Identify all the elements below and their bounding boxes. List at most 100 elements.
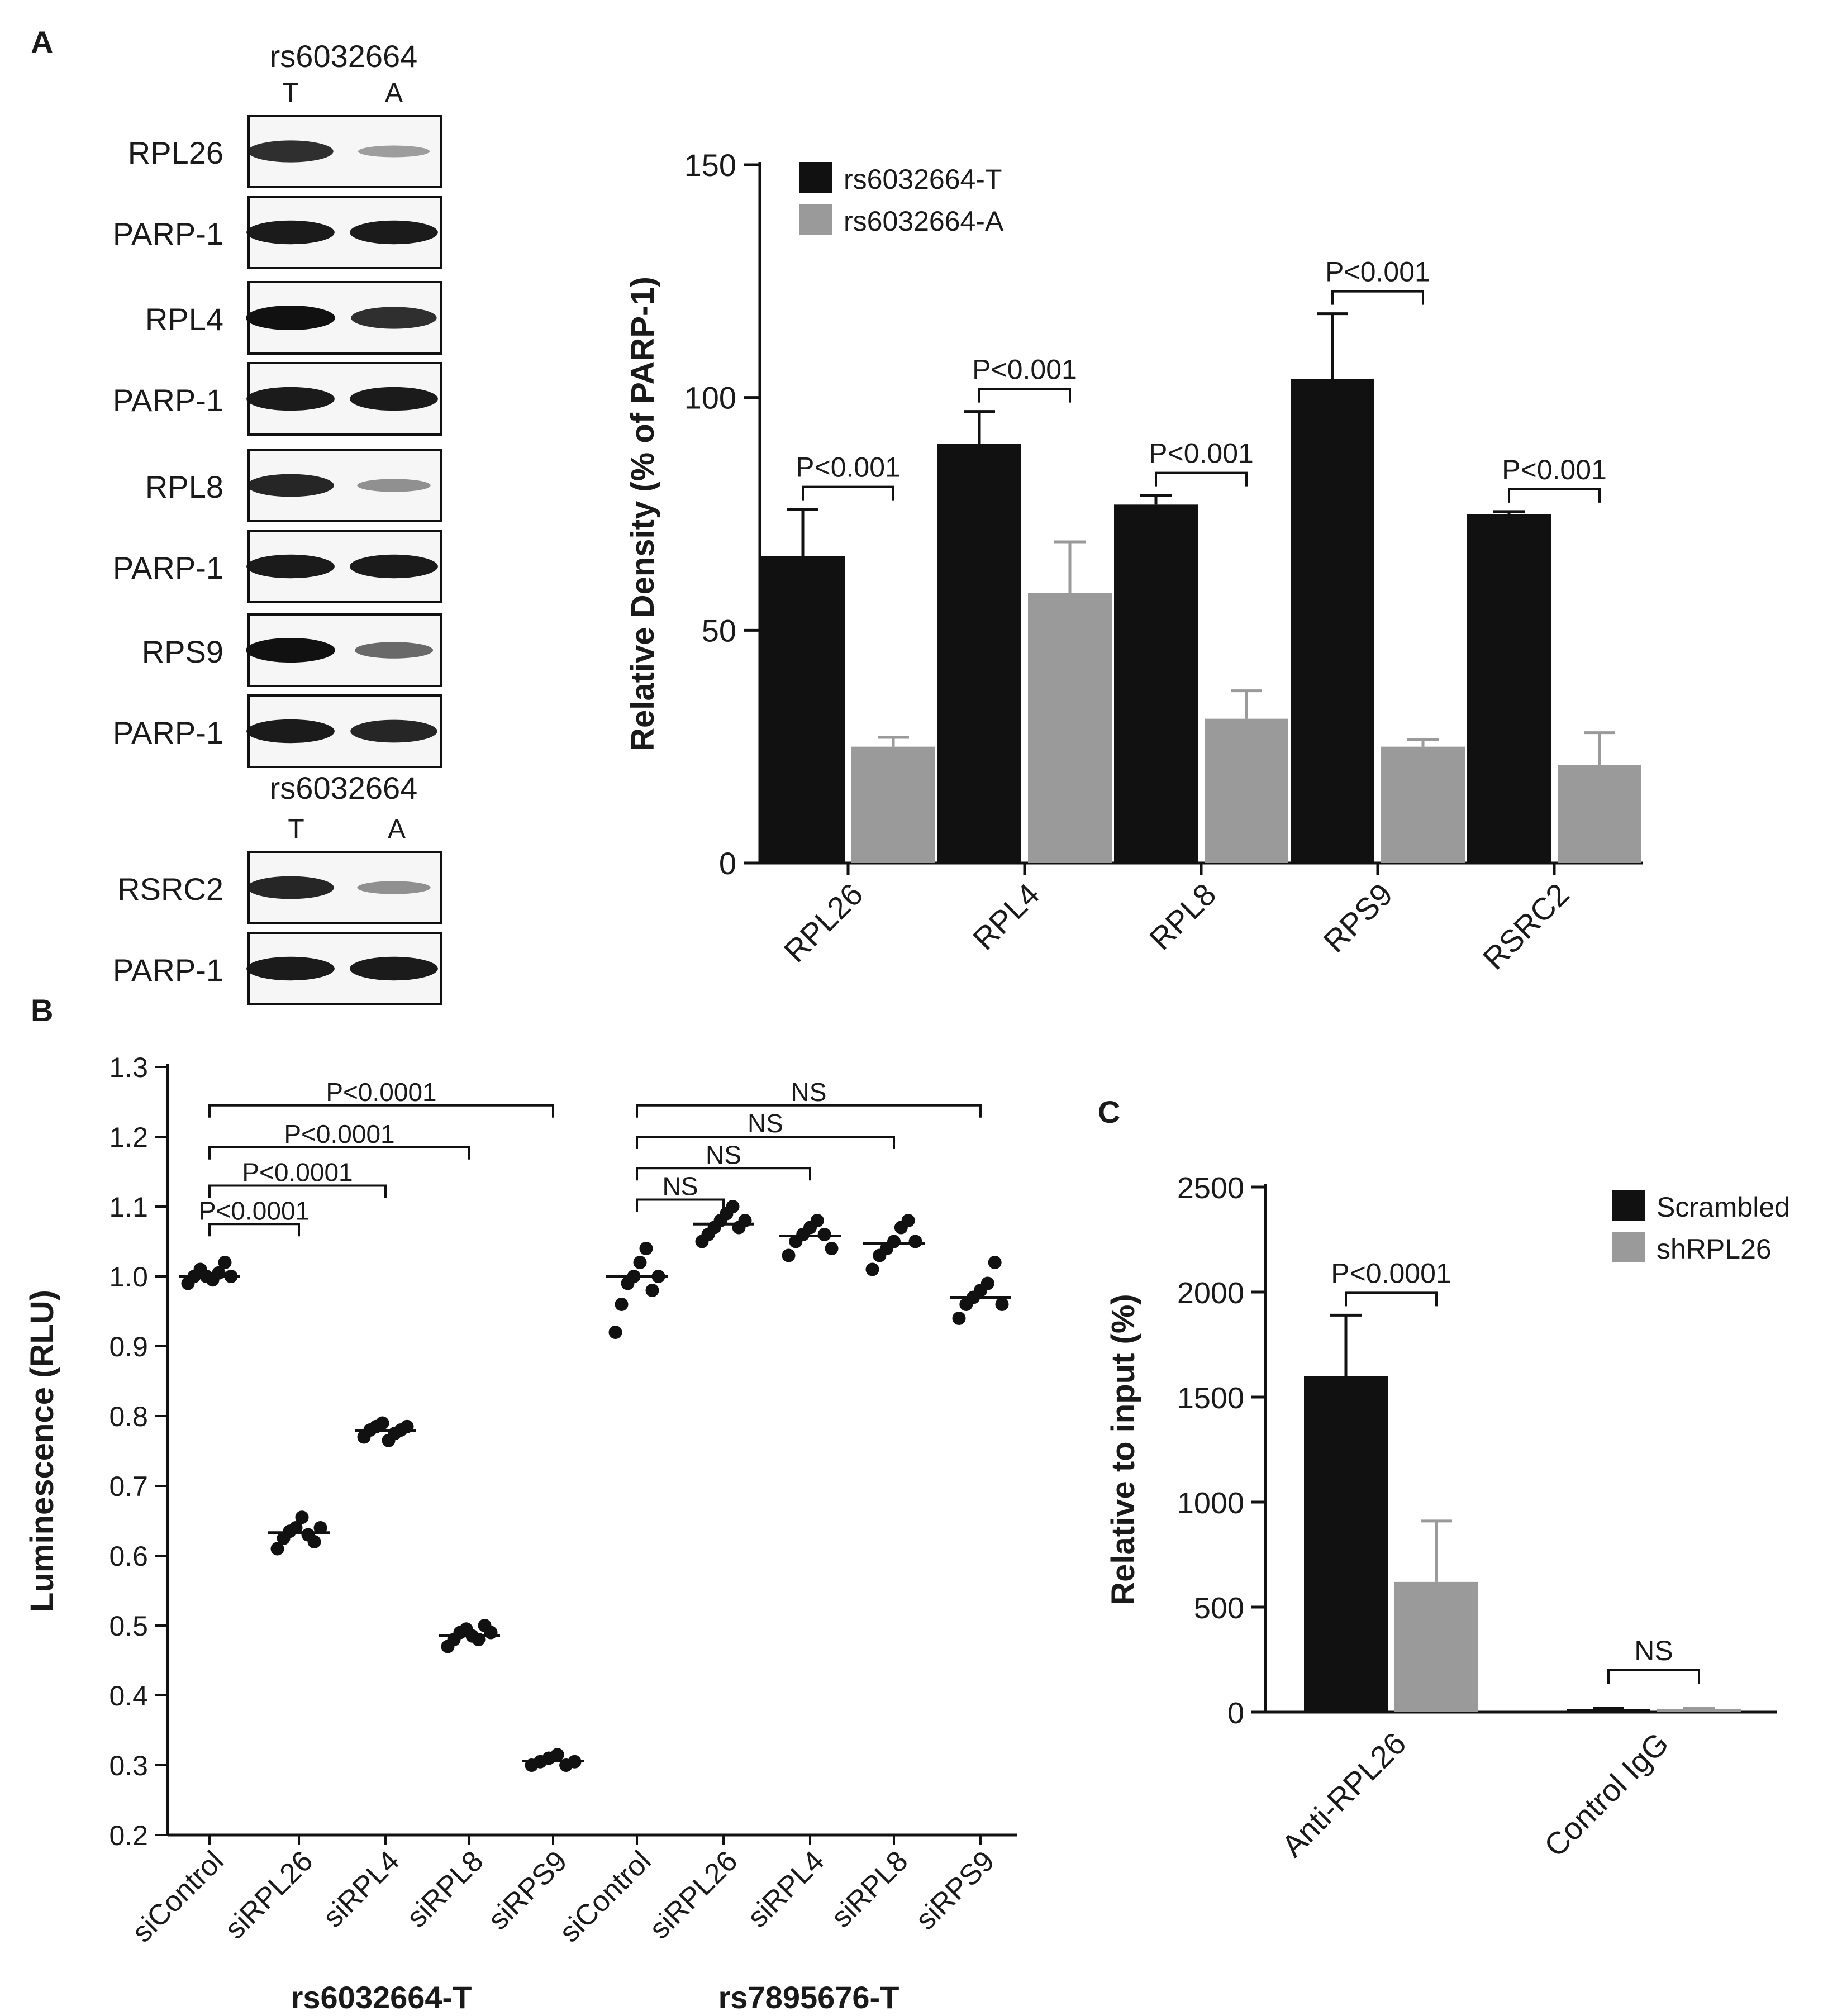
significance-bracket (802, 485, 894, 501)
comparison-bracket (208, 1146, 470, 1160)
scatter-chart-b: 0.2 0.3 0.4 0.5 0.6 0.7 0.8 0.9 1.0 1.1 1.2 1.3 Lumi… (24, 1052, 1017, 2015)
y-axis-label: Luminescence (RLU) (24, 1290, 60, 1612)
y-tick-label: 1000 (1177, 1486, 1244, 1520)
data-point (782, 1248, 796, 1262)
bar-rs6032664-a-rpl8 (1205, 718, 1288, 863)
y-tick-label: 1.2 (109, 1122, 148, 1153)
blot-snp-header-2: rs6032664 (270, 770, 418, 806)
blot-band-a (357, 479, 431, 492)
y-tick-label: 0.4 (109, 1680, 148, 1712)
data-point (295, 1510, 309, 1524)
p-value-label: P<0.001 (972, 354, 1077, 385)
blot-band-a (351, 307, 437, 329)
x-tick-label-anti-rpl26: Anti-RPL26 (1274, 1726, 1412, 1864)
significance-bracket (1155, 471, 1248, 487)
x-tick-label-sicontrol: siControl (126, 1845, 230, 1948)
group-label-rs6032664-t: rs6032664-T (291, 1980, 472, 2015)
blot-allele-a: A (385, 78, 403, 108)
y-tick-label: 2500 (1177, 1171, 1244, 1205)
blot-band-t (247, 474, 334, 497)
p-value-label: P<0.001 (1325, 256, 1430, 288)
data-point (615, 1298, 629, 1311)
panel-label-c: C (1098, 1094, 1120, 1129)
blot-band-t (246, 956, 335, 981)
blot-band-a (350, 956, 438, 981)
x-tick-label-sirpl4: siRPL4 (317, 1845, 406, 1934)
x-tick-label-sicontrol: siControl (553, 1845, 657, 1948)
y-tick-label: 0.2 (109, 1820, 148, 1851)
significance-bracket (1607, 1669, 1700, 1684)
y-tick-label: 0.7 (109, 1471, 148, 1502)
x-tick-label-rps9: RPS9 (1316, 876, 1399, 959)
p-value-label: P<0.001 (1502, 454, 1607, 485)
legend-swatch-shrpl26 (1612, 1232, 1645, 1262)
data-point (550, 1748, 564, 1762)
legend-swatch-scrambled (1612, 1190, 1645, 1221)
comparison-bracket (636, 1167, 811, 1181)
blot-band-a (354, 642, 434, 659)
blot-label-parp-1: PARP-1 (113, 383, 223, 418)
bar-chart-c: 0 500 1000 1500 2000 2500 Relative to input (%… (1105, 1171, 1790, 1864)
blot-allele-t-2: T (288, 814, 304, 844)
blot-band-t (247, 876, 334, 899)
y-tick-label: 150 (684, 147, 736, 183)
data-point (810, 1214, 824, 1227)
bar-shrpl26-control-igg (1657, 1709, 1741, 1712)
bar-scrambled-anti-rpl26 (1304, 1376, 1388, 1712)
blot-band-a (357, 881, 431, 894)
comparison-label: P<0.0001 (284, 1119, 394, 1148)
y-axis-label: Relative to input (%) (1105, 1294, 1141, 1605)
data-point (633, 1256, 647, 1269)
significance-bracket (1331, 290, 1424, 305)
y-tick-label: 0 (719, 846, 736, 881)
x-tick-label-control-igg: Control IgG (1537, 1726, 1675, 1864)
bar-rs6032664-t-rpl8 (1114, 504, 1198, 863)
comparison-bracket (636, 1136, 895, 1149)
blot-allele-a-2: A (388, 814, 406, 844)
blot-label-rpl4: RPL4 (145, 302, 223, 337)
comparison-bracket (208, 1223, 300, 1237)
legend-swatch-rs6032664-a (799, 204, 832, 235)
blot-band-a (350, 387, 438, 411)
blot-label-parp-1: PARP-1 (113, 715, 223, 750)
x-tick-label-sirpl8: siRPL8 (825, 1845, 915, 1934)
bar-rs6032664-a-rsrc2 (1558, 765, 1641, 863)
legend-label-scrambled: Scrambled (1657, 1192, 1790, 1223)
significance-bracket (1508, 488, 1601, 503)
blot-band-a (350, 554, 438, 579)
comparison-label: P<0.0001 (326, 1078, 436, 1107)
y-tick-label: 0.9 (109, 1331, 148, 1362)
x-tick-label-rpl26: RPL26 (777, 876, 870, 969)
data-point (307, 1535, 321, 1548)
y-tick-label: 0.3 (109, 1750, 148, 1781)
blot-label-rpl26: RPL26 (128, 135, 223, 170)
bar-rs6032664-a-rps9 (1381, 746, 1465, 863)
data-point (887, 1235, 901, 1248)
blot-band-t (246, 719, 335, 744)
p-value-label: P<0.0001 (1331, 1257, 1451, 1289)
blot-band-a (350, 220, 438, 245)
blot-band-t (246, 220, 335, 245)
p-value-label: P<0.001 (1149, 438, 1254, 469)
blot-snp-header: rs6032664 (270, 39, 418, 74)
bar-shrpl26-anti-rpl26 (1394, 1581, 1478, 1712)
y-tick-label: 0.6 (109, 1541, 148, 1572)
comparison-bracket (208, 1104, 554, 1118)
data-point (865, 1262, 879, 1276)
data-point (901, 1214, 915, 1227)
bar-rs6032664-t-rps9 (1291, 379, 1374, 863)
blot-band-a (350, 719, 437, 743)
p-value-label: NS (1634, 1635, 1673, 1666)
data-point (952, 1312, 966, 1325)
data-point (639, 1242, 653, 1255)
blot-label-rpl8: RPL8 (145, 469, 223, 504)
significance-bracket (978, 388, 1071, 403)
panel-label-a: A (31, 25, 53, 60)
data-point (313, 1521, 327, 1534)
x-tick-label-rpl8: RPL8 (1143, 876, 1223, 957)
comparison-label: NS (663, 1172, 698, 1201)
blot-band-t (246, 387, 335, 411)
data-point (375, 1416, 389, 1430)
y-axis-label: Relative Density (% of PARP-1) (625, 277, 661, 751)
